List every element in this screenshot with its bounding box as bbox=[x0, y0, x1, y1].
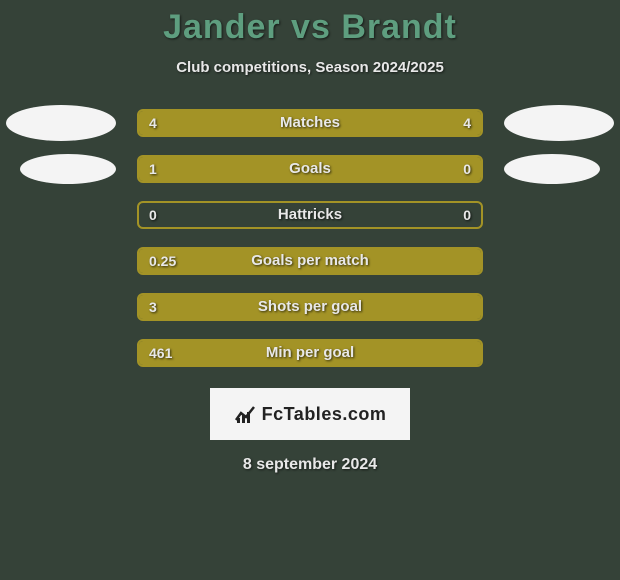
stat-bar: 0.25Goals per match bbox=[137, 247, 483, 275]
stat-label: Goals per match bbox=[139, 249, 481, 273]
snapshot-date: 8 september 2024 bbox=[0, 456, 620, 474]
brand-logo: FcTables.com bbox=[210, 388, 410, 440]
player-badge-left bbox=[6, 105, 116, 141]
page-title: Jander vs Brandt bbox=[0, 8, 620, 47]
stat-row: 461Min per goal bbox=[0, 330, 620, 376]
player-badge-right bbox=[504, 105, 614, 141]
stat-bar: 3Shots per goal bbox=[137, 293, 483, 321]
stat-bar: 44Matches bbox=[137, 109, 483, 137]
player-badge-right bbox=[504, 154, 600, 184]
chart-icon bbox=[234, 403, 256, 425]
stat-bar: 00Hattricks bbox=[137, 201, 483, 229]
comparison-stage: 44Matches 10Goals 00Hattricks 0.25Goals per… bbox=[0, 100, 620, 376]
player-badge-left bbox=[20, 154, 116, 184]
stat-row: 00Hattricks bbox=[0, 192, 620, 238]
stat-bar: 10Goals bbox=[137, 155, 483, 183]
stat-row: 10Goals bbox=[0, 146, 620, 192]
page-subtitle: Club competitions, Season 2024/2025 bbox=[0, 59, 620, 76]
stat-bar: 461Min per goal bbox=[137, 339, 483, 367]
stat-label: Goals bbox=[139, 157, 481, 181]
stat-label: Shots per goal bbox=[139, 295, 481, 319]
stat-label: Matches bbox=[139, 111, 481, 135]
stat-row: 3Shots per goal bbox=[0, 284, 620, 330]
stat-label: Min per goal bbox=[139, 341, 481, 365]
stat-row: 0.25Goals per match bbox=[0, 238, 620, 284]
stat-row: 44Matches bbox=[0, 100, 620, 146]
brand-logo-text: FcTables.com bbox=[262, 404, 387, 425]
stat-label: Hattricks bbox=[139, 203, 481, 227]
